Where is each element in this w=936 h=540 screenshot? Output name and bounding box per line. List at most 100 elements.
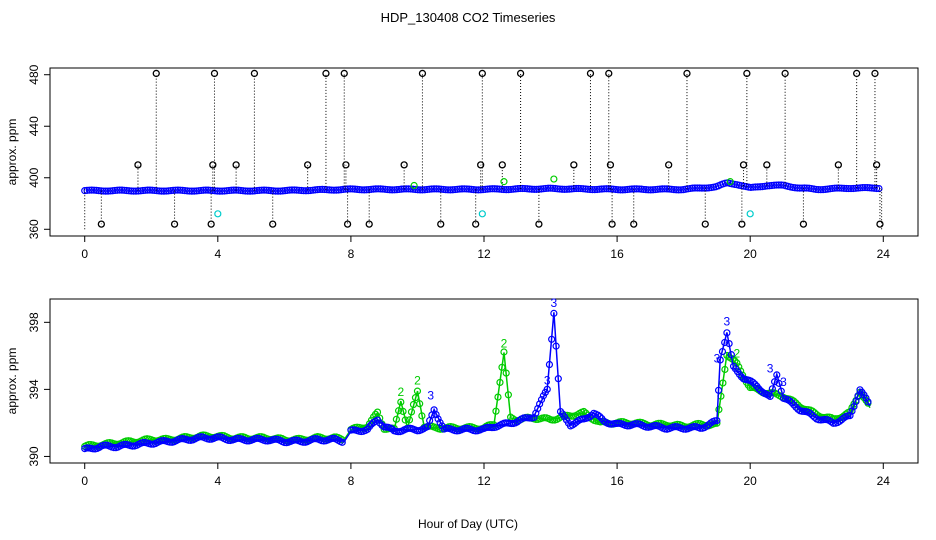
baseline-point xyxy=(192,187,201,195)
spike-point xyxy=(97,220,106,228)
baseline-point xyxy=(791,184,799,192)
baseline-point xyxy=(512,185,520,193)
baseline-point xyxy=(267,187,275,195)
baseline-point xyxy=(225,186,233,195)
series-point xyxy=(749,378,757,387)
baseline-point xyxy=(749,183,757,191)
baseline-point xyxy=(174,186,182,194)
baseline-point xyxy=(304,187,312,195)
baseline-point xyxy=(460,185,468,193)
series-point xyxy=(770,378,779,386)
baseline-point xyxy=(246,187,254,195)
series-point xyxy=(399,407,407,415)
baseline-point xyxy=(861,183,869,192)
x-tick-label: 16 xyxy=(610,247,624,261)
series-point xyxy=(806,410,815,418)
baseline-point xyxy=(355,186,364,194)
series-point xyxy=(416,400,424,408)
baseline-point xyxy=(376,185,385,193)
baseline-point xyxy=(649,186,657,194)
baseline-point xyxy=(323,186,331,194)
spike-point xyxy=(343,220,352,228)
baseline-point xyxy=(542,184,550,193)
baseline-point xyxy=(656,185,664,193)
baseline-point xyxy=(584,185,592,193)
series-point xyxy=(376,419,384,427)
spike-point xyxy=(606,161,615,169)
spike-point xyxy=(418,69,427,78)
baseline-point xyxy=(658,185,666,193)
y-tick-label: 440 xyxy=(27,116,41,136)
baseline-point xyxy=(239,187,247,195)
baseline-point xyxy=(220,187,229,195)
baseline-point xyxy=(218,187,226,195)
spike-point xyxy=(535,220,543,228)
series-point xyxy=(545,360,554,369)
baseline-point xyxy=(227,186,236,194)
spike-point xyxy=(322,69,330,78)
series-point xyxy=(530,413,538,422)
series-point xyxy=(411,394,420,402)
spike-point xyxy=(834,161,843,169)
baseline-point xyxy=(572,184,580,193)
baseline-point xyxy=(139,186,147,195)
baseline-point xyxy=(546,184,555,192)
baseline-point xyxy=(248,187,257,195)
baseline-point xyxy=(528,185,536,193)
baseline-point xyxy=(90,186,98,194)
baseline-point xyxy=(302,187,310,195)
baseline-point xyxy=(414,186,422,194)
spike-point xyxy=(799,220,808,228)
baseline-point xyxy=(325,186,333,194)
spike-point xyxy=(665,161,673,169)
spike-point xyxy=(876,220,884,228)
baseline-point xyxy=(558,185,566,193)
baseline-point xyxy=(269,187,277,195)
bottom-panel-x-axis: 0 4 8 12 16 20 24 xyxy=(81,463,890,488)
baseline-point xyxy=(814,186,822,194)
baseline-point xyxy=(379,185,387,193)
baseline-point xyxy=(286,186,294,194)
spike-point xyxy=(743,69,751,78)
baseline-point xyxy=(383,185,392,194)
spike-point xyxy=(738,220,746,228)
spike-point xyxy=(340,69,348,78)
baseline-point xyxy=(120,186,128,194)
baseline-point xyxy=(230,186,238,194)
baseline-point xyxy=(244,187,252,195)
baseline-point xyxy=(211,187,219,195)
series-label: 2 xyxy=(734,347,741,361)
series-point xyxy=(388,425,396,433)
top-panel: 0 4 8 12 16 20 24 360 400 440 480 approx. ppm xyxy=(5,64,919,261)
series-point xyxy=(725,339,733,348)
baseline-point xyxy=(751,183,760,191)
series-label: 3 xyxy=(724,315,731,329)
baseline-point xyxy=(113,186,121,194)
x-tick-label: 20 xyxy=(744,247,758,261)
spike-point xyxy=(763,161,771,169)
top-panel-y-axis: 360 400 440 480 xyxy=(27,64,50,239)
baseline-point xyxy=(260,186,268,194)
baseline-point xyxy=(800,184,809,192)
series-point xyxy=(434,415,442,423)
highlight-point xyxy=(550,175,558,183)
spike-point xyxy=(478,69,486,78)
baseline-point xyxy=(772,181,781,189)
series-point xyxy=(715,405,723,414)
series-label: 3 xyxy=(427,388,434,402)
baseline-point xyxy=(157,187,166,195)
series-label: 2 xyxy=(501,336,508,350)
baseline-point xyxy=(148,186,156,194)
baseline-point xyxy=(130,187,138,195)
baseline-point xyxy=(155,187,163,195)
baseline-point xyxy=(153,187,161,195)
baseline-point xyxy=(162,187,170,195)
series-point xyxy=(504,391,513,399)
baseline-point xyxy=(833,184,841,192)
series-point xyxy=(727,351,735,359)
series-label: 2 xyxy=(397,385,404,399)
series-point xyxy=(723,329,731,337)
x-tick-label: 16 xyxy=(610,474,624,488)
baseline-point xyxy=(241,187,250,195)
low-point xyxy=(214,210,222,218)
